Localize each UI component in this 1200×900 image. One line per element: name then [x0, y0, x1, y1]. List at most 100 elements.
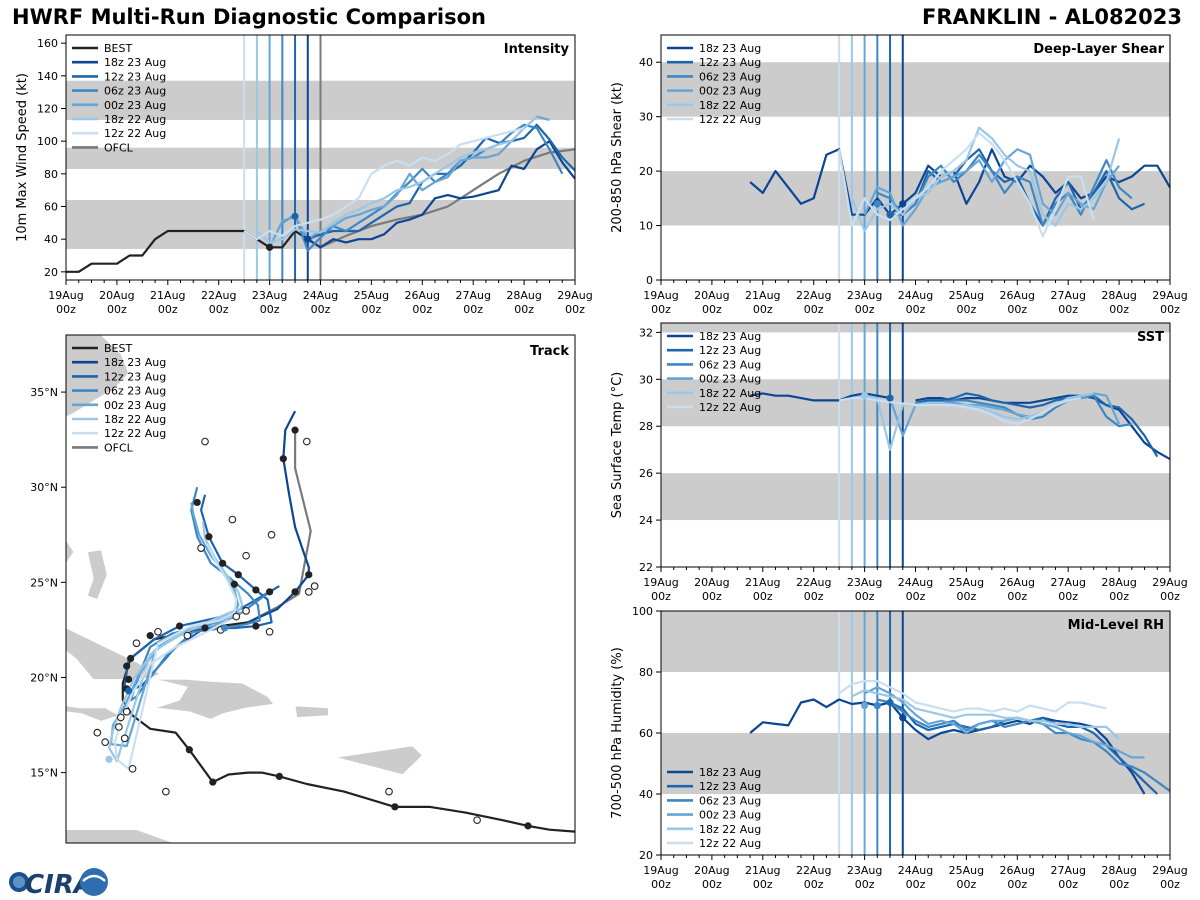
track-position-marker: [125, 675, 133, 683]
track-line: [107, 521, 244, 763]
legend-label: 00z 23 Aug: [699, 373, 761, 386]
x-tick-label: 24Aug: [898, 289, 933, 302]
track-position-open-marker: [265, 627, 274, 636]
x-tick-label: 00z: [855, 878, 875, 891]
legend-label: 00z 23 Aug: [699, 809, 761, 822]
x-tick-label: 25Aug: [949, 289, 984, 302]
legend-label: 12z 23 Aug: [104, 370, 166, 383]
track-position-open-marker: [304, 588, 313, 596]
series-line: [256, 115, 538, 244]
logo-globe-inner-icon: [13, 876, 25, 888]
cira-logo: CIRA: [9, 868, 108, 898]
series-line: [838, 680, 1107, 713]
x-tick-label: 00z: [906, 878, 926, 891]
track-position-marker: [205, 533, 213, 541]
y-tick-label: 120: [37, 103, 58, 116]
series-marker: [861, 701, 869, 710]
track-position-marker: [524, 822, 532, 830]
legend-label: 06z 23 Aug: [104, 385, 166, 398]
series-marker: [304, 235, 312, 243]
x-tick-label: 00z: [855, 303, 875, 316]
x-tick-label: 21Aug: [150, 289, 185, 302]
track-position-open-marker: [93, 728, 102, 737]
threshold-band: [661, 733, 1170, 794]
legend-label: 00z 23 Aug: [104, 399, 166, 412]
x-tick-label: 20Aug: [99, 289, 134, 302]
x-tick-label: 26Aug: [405, 289, 440, 302]
series-line: [864, 686, 1145, 759]
x-tick-label: 22Aug: [796, 289, 831, 302]
x-tick-label: 25Aug: [354, 289, 389, 302]
x-tick-label: 00z: [702, 878, 722, 891]
x-tick-label: 27Aug: [1050, 864, 1085, 877]
x-tick-label: 19Aug: [643, 576, 678, 589]
x-tick-label: 19Aug: [48, 289, 83, 302]
legend-label: 06z 23 Aug: [699, 794, 761, 807]
x-tick-label: 20Aug: [694, 289, 729, 302]
legend-label: 18z 23 Aug: [699, 330, 761, 343]
track-position-open-marker: [267, 530, 276, 539]
bahamas-land: [87, 549, 108, 600]
puerto-rico-land: [294, 705, 329, 718]
legend-label: 18z 23 Aug: [699, 42, 761, 55]
track-position-marker: [279, 455, 287, 463]
cuba-land: [66, 627, 161, 680]
x-tick-label: 00z: [209, 303, 229, 316]
x-tick-label: 00z: [1109, 878, 1129, 891]
x-tick-label: 00z: [1007, 590, 1027, 603]
x-tick-label: 00z: [1058, 590, 1078, 603]
track-position-marker: [125, 687, 133, 695]
y-tick-label: 28: [639, 420, 653, 433]
x-tick-label: 27Aug: [1050, 289, 1085, 302]
panel-title: Track: [530, 344, 569, 359]
x-tick-label: 00z: [56, 303, 76, 316]
x-tick-label: 00z: [260, 303, 280, 316]
series-line: [915, 392, 1159, 458]
y-tick-label: 20: [639, 165, 653, 178]
x-tick-label: 22Aug: [796, 576, 831, 589]
x-tick-label: 00z: [412, 303, 432, 316]
x-tick-label: 00z: [753, 303, 773, 316]
legend-label: OFCL: [104, 141, 134, 154]
track-position-open-marker: [128, 764, 137, 773]
x-tick-label: 00z: [514, 303, 534, 316]
x-tick-label: 00z: [1160, 303, 1180, 316]
track-position-open-marker: [302, 437, 311, 446]
panel-title: Deep-Layer Shear: [1033, 42, 1164, 57]
legend-label: 12z 23 Aug: [699, 56, 761, 69]
x-tick-label: 00z: [1058, 878, 1078, 891]
track-position-open-marker: [132, 639, 141, 648]
florida-land: [66, 539, 75, 564]
track-position-open-marker: [242, 607, 250, 615]
x-tick-label: 00z: [362, 303, 382, 316]
x-tick-label: 00z: [906, 590, 926, 603]
y-tick-label: 26: [639, 467, 653, 480]
legend-label: 18z 23 Aug: [699, 766, 761, 779]
x-tick-label: 25Aug: [949, 576, 984, 589]
x-tick-label: 29Aug: [1152, 289, 1187, 302]
legend-label: 06z 23 Aug: [699, 358, 761, 371]
x-tick-label: 00z: [855, 590, 875, 603]
track-position-marker: [185, 746, 193, 754]
track-position-open-marker: [473, 816, 481, 825]
legend-label: 12z 22 Aug: [699, 113, 761, 126]
series-line: [749, 698, 1146, 795]
x-tick-label: 21Aug: [745, 864, 780, 877]
x-tick-label: 24Aug: [303, 289, 338, 302]
x-tick-label: 00z: [753, 590, 773, 603]
series-marker: [886, 211, 894, 219]
legend-label: 12z 22 Aug: [699, 837, 761, 850]
series-line: [243, 127, 525, 241]
series-line: [851, 689, 1120, 740]
y-tick-label: 80: [44, 168, 58, 181]
y-tick-label: 32: [639, 326, 653, 339]
y-tick-label: 140: [37, 70, 58, 83]
series-line: [863, 148, 1120, 227]
series-marker: [291, 212, 299, 220]
track-position-marker: [201, 624, 209, 632]
lat-tick-label: 15°N: [30, 767, 58, 780]
x-tick-label: 00z: [651, 590, 671, 603]
lat-tick-label: 35°N: [30, 386, 58, 399]
south-america-land: [66, 829, 174, 843]
